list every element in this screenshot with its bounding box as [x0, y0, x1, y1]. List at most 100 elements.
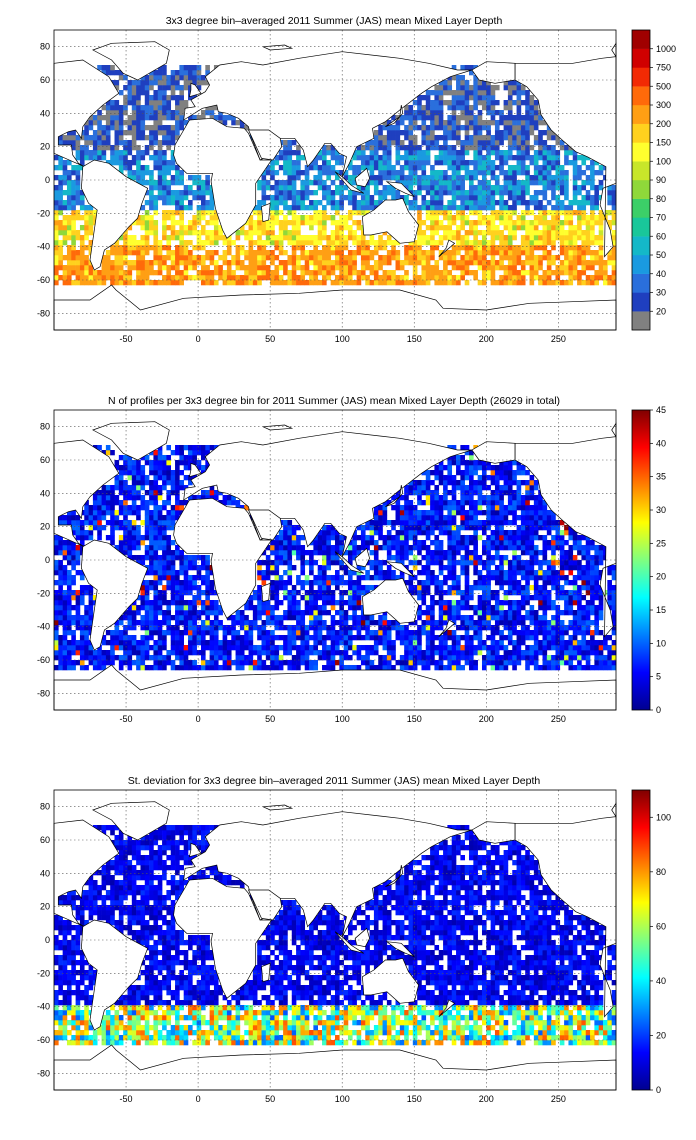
heatmap-cell [162, 235, 167, 241]
heatmap-cell [118, 120, 124, 126]
heatmap-cell [590, 610, 595, 616]
heatmap-cell [192, 175, 197, 181]
heatmap-cell [71, 180, 76, 186]
heatmap-cell [494, 175, 500, 181]
heatmap-cell [365, 275, 370, 281]
heatmap-cell [291, 255, 297, 261]
heatmap-cell [525, 105, 530, 111]
heatmap-cell [252, 620, 258, 626]
heatmap-cell [296, 240, 301, 246]
heatmap-cell [153, 260, 159, 266]
heatmap-cell [443, 190, 448, 196]
heatmap-cell [131, 635, 137, 641]
heatmap-cell [456, 265, 461, 271]
heatmap-cell [274, 605, 280, 611]
colorbar-segment [632, 67, 650, 87]
heatmap-cell [451, 645, 457, 651]
heatmap-cell [581, 625, 587, 631]
heatmap-cell [507, 255, 513, 261]
heatmap-cell [499, 260, 504, 266]
heatmap-cell [529, 240, 535, 246]
heatmap-cell [425, 665, 431, 671]
heatmap-cell [469, 660, 474, 666]
heatmap-cell [213, 610, 219, 616]
heatmap-cell [520, 640, 526, 646]
heatmap-cell [62, 165, 68, 171]
heatmap-cell [417, 585, 422, 591]
heatmap-cell [149, 115, 154, 121]
colorbar-label: 750 [656, 63, 671, 73]
heatmap-cell [79, 640, 85, 646]
heatmap-cell [577, 590, 582, 596]
heatmap-cell [101, 640, 107, 646]
heatmap-cell [200, 255, 206, 261]
heatmap-cell [512, 235, 517, 241]
heatmap-cell [261, 610, 267, 616]
heatmap-cell [598, 245, 604, 251]
heatmap-cell [309, 590, 314, 596]
heatmap-cell [335, 230, 340, 236]
heatmap-cell [79, 200, 85, 206]
heatmap-cell [166, 185, 172, 191]
heatmap-cell [460, 665, 465, 671]
heatmap-cell [598, 220, 604, 226]
heatmap-cell [66, 585, 72, 591]
heatmap-cell [503, 275, 509, 281]
heatmap-cell [477, 620, 483, 626]
heatmap-cell [335, 240, 340, 246]
heatmap-cell [473, 250, 478, 256]
heatmap-cell [153, 665, 159, 671]
heatmap-cell [335, 190, 340, 196]
heatmap-cell [196, 270, 202, 276]
heatmap-cell [585, 665, 591, 671]
heatmap-cell [157, 635, 163, 641]
heatmap-cell [464, 135, 470, 141]
heatmap-cell [352, 250, 357, 256]
heatmap-cell [235, 660, 241, 666]
heatmap-cell [473, 120, 478, 126]
heatmap-cell [481, 280, 487, 286]
heatmap-cell [118, 635, 124, 641]
heatmap-cell [395, 660, 401, 666]
heatmap-cell [486, 135, 491, 141]
heatmap-cell [464, 595, 470, 601]
heatmap-cell [166, 575, 172, 581]
heatmap-cell [607, 600, 612, 606]
heatmap-cell [399, 665, 405, 671]
heatmap-cell [183, 230, 189, 236]
heatmap-cell [430, 100, 435, 106]
heatmap-cell [507, 620, 513, 626]
heatmap-cell [529, 255, 535, 261]
heatmap-cell [278, 200, 284, 206]
heatmap-cell [149, 580, 154, 586]
heatmap-cell [499, 620, 504, 626]
heatmap-cell [313, 235, 318, 241]
heatmap-cell [572, 150, 578, 156]
heatmap-cell [79, 255, 85, 261]
heatmap-cell [430, 170, 435, 176]
heatmap-cell [490, 165, 496, 171]
heatmap-cell [326, 625, 331, 631]
heatmap-cell [481, 250, 487, 256]
heatmap-cell [347, 585, 353, 591]
heatmap-cell [58, 580, 63, 586]
heatmap-cell [114, 130, 120, 136]
heatmap-cell [395, 140, 401, 146]
heatmap-cell [434, 175, 440, 181]
heatmap-cell [153, 185, 159, 191]
heatmap-cell [131, 100, 137, 106]
heatmap-cell [248, 255, 254, 261]
heatmap-cell [347, 235, 353, 241]
heatmap-cell [226, 630, 232, 636]
heatmap-cell [283, 180, 288, 186]
heatmap-cell [352, 195, 357, 201]
heatmap-cell [317, 575, 323, 581]
heatmap-cell [127, 120, 133, 126]
heatmap-cell [330, 205, 336, 211]
heatmap-cell [391, 250, 396, 256]
colorbar-label: 40 [656, 269, 666, 279]
heatmap-cell [326, 145, 331, 151]
heatmap-cell [79, 235, 85, 241]
heatmap-cell [572, 655, 578, 661]
heatmap-cell [430, 220, 435, 226]
